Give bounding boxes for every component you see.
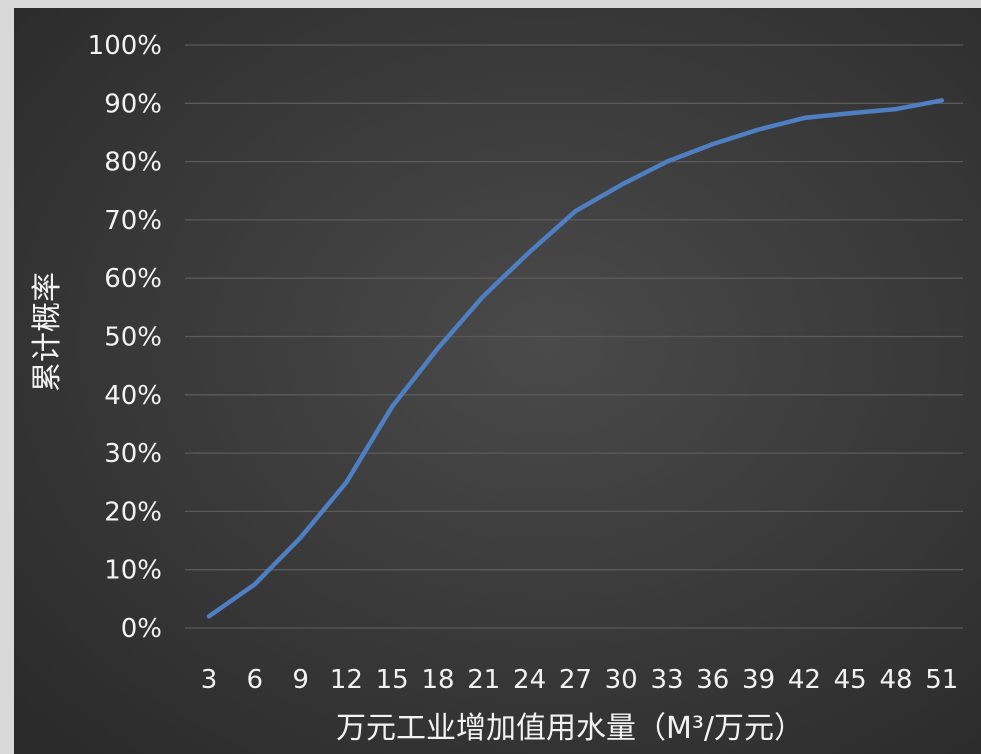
y-tick-label: 10%: [104, 556, 162, 586]
x-tick-label: 18: [421, 665, 454, 695]
x-tick-label: 27: [559, 665, 592, 695]
series-layer: [206, 98, 945, 619]
y-axis-label: 累计概率: [30, 272, 65, 392]
y-tick-label: 50%: [104, 323, 162, 353]
y-tick-label: 30%: [104, 439, 162, 469]
x-tick-label: 9: [292, 665, 309, 695]
x-axis-label: 万元工业增加值用水量（M³/万元）: [336, 711, 804, 746]
x-tick-label: 3: [201, 665, 218, 695]
x-tick-label: 12: [330, 665, 363, 695]
x-tick-label: 45: [834, 665, 867, 695]
gridlines: [185, 44, 963, 629]
series-line: [206, 98, 945, 619]
x-tick-label: 15: [376, 665, 409, 695]
x-tick-label: 39: [742, 665, 775, 695]
y-tick-label: 90%: [104, 89, 162, 119]
x-tick-label: 30: [605, 665, 638, 695]
x-tick-label: 42: [788, 665, 821, 695]
y-tick-label: 80%: [104, 148, 162, 178]
x-tick-label: 51: [925, 665, 958, 695]
plot-background: [14, 8, 981, 754]
y-tick-label: 40%: [104, 381, 162, 411]
y-tick-label: 70%: [104, 206, 162, 236]
x-tick-label: 33: [650, 665, 683, 695]
y-tick-label: 0%: [121, 614, 162, 644]
y-axis-ticks: 0% 10% 20% 30% 40% 50% 60% 70% 80% 90% 100%: [88, 31, 162, 644]
y-tick-label: 20%: [104, 497, 162, 527]
x-tick-label: 21: [467, 665, 500, 695]
y-tick-label: 60%: [104, 264, 162, 294]
x-tick-label: 6: [247, 665, 264, 695]
x-tick-label: 48: [879, 665, 912, 695]
x-tick-label: 36: [696, 665, 729, 695]
x-axis-ticks: 3 6 9 12 15 18 21 24 27 30 33 36 39 42 45 48 51: [201, 665, 959, 695]
y-tick-label: 100%: [88, 31, 162, 61]
x-tick-label: 24: [513, 665, 546, 695]
